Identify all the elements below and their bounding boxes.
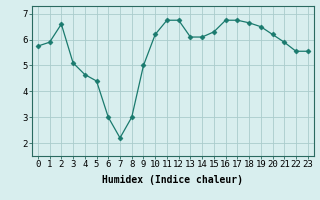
X-axis label: Humidex (Indice chaleur): Humidex (Indice chaleur) (102, 175, 243, 185)
